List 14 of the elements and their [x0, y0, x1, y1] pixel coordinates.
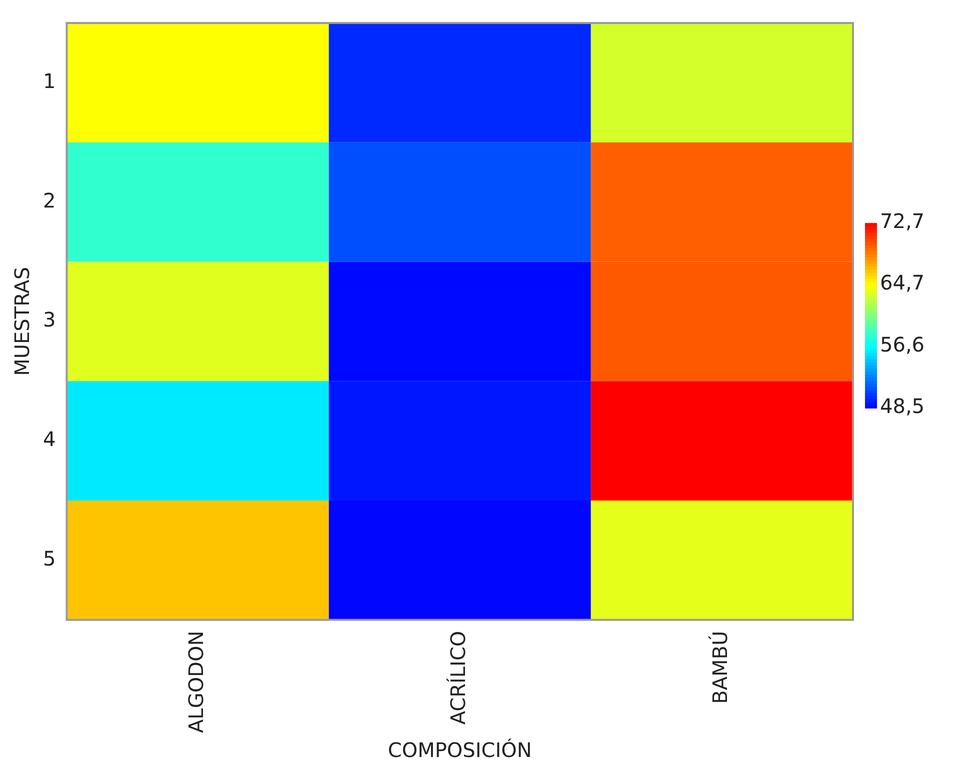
x-tick-label: ACRÍLICO: [446, 630, 470, 725]
y-tick-label: 4: [42, 426, 56, 451]
color-bar-label: 64,7: [880, 270, 925, 294]
color-bar-label: 56,6: [880, 332, 925, 356]
y-axis-title: MUESTRAS: [10, 266, 34, 376]
x-tick-label: ALGODON: [184, 630, 208, 734]
x-axis-title: COMPOSICIÓN: [388, 738, 532, 762]
color-bar-label: 72,7: [880, 209, 925, 234]
y-tick-label: 2: [42, 188, 56, 212]
y-tick-label: 5: [42, 546, 56, 570]
y-tick-label: 3: [42, 308, 56, 332]
y-tick-label: 1: [42, 68, 56, 93]
x-tick-label: BAMBÚ: [708, 630, 732, 704]
color-bar-label: 48,5: [880, 394, 925, 418]
